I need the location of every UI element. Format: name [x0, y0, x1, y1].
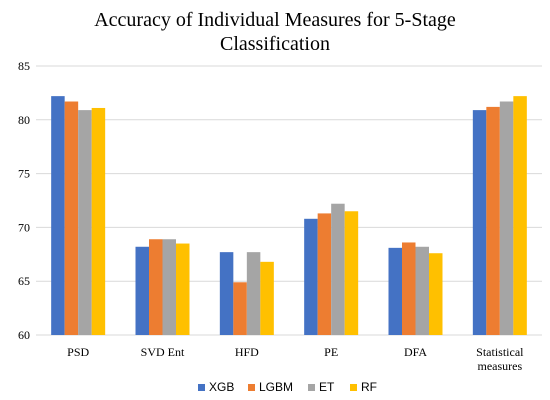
chart-title-line: Accuracy of Individual Measures for 5-St…	[94, 9, 456, 31]
bar-rf-5	[513, 96, 527, 336]
legend-swatch-rf	[350, 384, 357, 391]
y-tick-label: 85	[18, 59, 30, 73]
bar-rf-1	[176, 243, 190, 335]
y-tick-label: 80	[18, 113, 30, 127]
y-axis-ticks: 60 65 70 75 80 85	[18, 59, 30, 342]
bar-xgb-4	[388, 247, 402, 335]
bar-rf-0	[91, 107, 106, 336]
bar-lgbm-0	[64, 101, 79, 336]
bar-et-4	[415, 246, 429, 335]
x-tick-label: measures	[478, 359, 523, 373]
legend-swatch-lgbm	[248, 384, 255, 391]
x-tick-label: PSD	[67, 345, 89, 359]
bar-xgb-0	[51, 96, 65, 336]
x-tick-label: SVD Ent	[141, 345, 185, 359]
legend-swatch-et	[308, 384, 315, 391]
legend-swatch-xgb	[198, 384, 205, 391]
legend-label-xgb: XGB	[209, 380, 234, 394]
bar-lgbm-4	[402, 242, 416, 335]
bar-lgbm-1	[149, 239, 163, 335]
y-tick-label: 60	[18, 328, 30, 342]
legend-label-lgbm: LGBM	[259, 380, 293, 394]
bar-lgbm-3	[317, 213, 332, 335]
bar-rf-3	[344, 211, 359, 335]
bar-et-5	[499, 101, 514, 336]
x-tick-label: PE	[324, 345, 338, 359]
x-tick-label: Statistical	[476, 345, 524, 359]
y-tick-label: 75	[18, 167, 30, 181]
bar-et-2	[246, 252, 261, 335]
bars	[51, 96, 527, 336]
legend-label-et: ET	[319, 380, 335, 394]
chart-title-line: Classification	[220, 33, 330, 55]
bar-xgb-2	[219, 252, 234, 335]
x-tick-label: HFD	[235, 345, 259, 359]
bar-rf-2	[260, 261, 274, 335]
bar-xgb-5	[472, 110, 487, 335]
x-tick-label: DFA	[404, 345, 427, 359]
bar-et-3	[331, 203, 345, 335]
y-tick-label: 65	[18, 274, 30, 288]
bar-et-0	[78, 110, 92, 335]
legend-label-rf: RF	[361, 380, 377, 394]
bar-lgbm-5	[486, 106, 500, 335]
gridlines	[36, 65, 542, 336]
chart-title: Accuracy of Individual Measures for 5-St…	[94, 9, 456, 55]
bar-xgb-1	[135, 246, 149, 335]
bar-et-1	[162, 239, 176, 335]
y-tick-label: 70	[18, 220, 30, 234]
bar-lgbm-2	[233, 282, 247, 335]
bar-rf-4	[429, 253, 443, 335]
legend: XGB LGBM ET RF	[198, 380, 377, 394]
bar-xgb-3	[304, 218, 318, 335]
